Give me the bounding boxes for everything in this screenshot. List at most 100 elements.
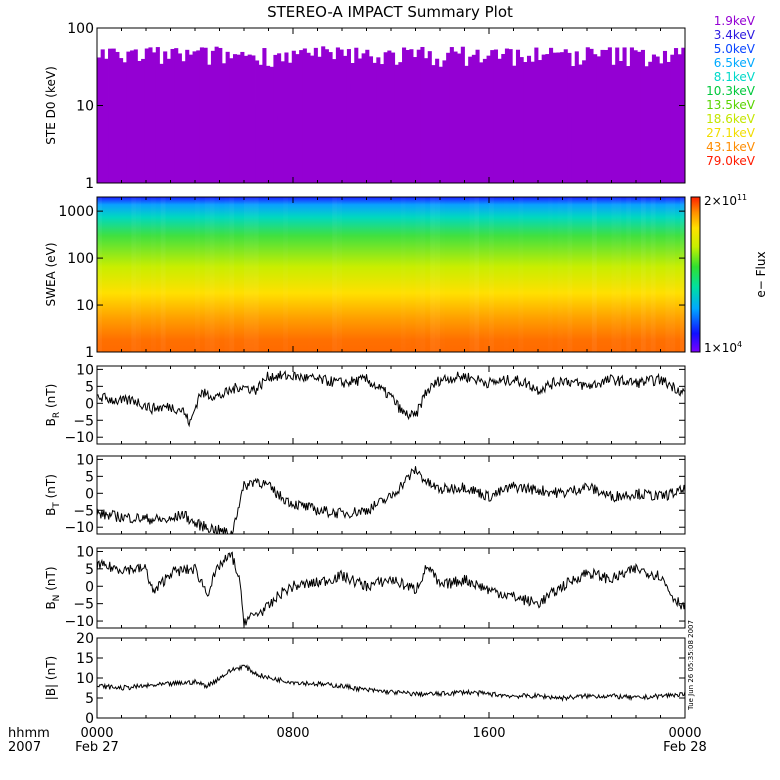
swea-yaxis: 1 10 100 1000 SWEA (eV): [44, 204, 94, 361]
ste-bar: [354, 47, 359, 183]
swea-column-shade: [640, 197, 646, 352]
ste-bar: [637, 51, 642, 183]
ste-bar: [508, 49, 513, 183]
ste-series-1.9keV: [97, 46, 685, 183]
swea-colorbar: [690, 196, 701, 353]
ste-bar: [497, 58, 502, 183]
ste-bar: [593, 54, 598, 183]
time-tick-label: 0000: [668, 726, 701, 741]
swea-column-shade: [97, 197, 102, 352]
ste-bar: [133, 49, 138, 183]
ste-bar: [464, 65, 469, 183]
ste-bar: [218, 47, 223, 183]
ste-bar: [240, 51, 245, 183]
swea-column-shade: [435, 197, 440, 352]
ste-bar: [574, 51, 579, 183]
bt-data-group: [97, 466, 685, 534]
ste-bar: [600, 49, 605, 183]
ste-bar: [361, 53, 366, 183]
ste-legend-item: 13.5keV: [706, 98, 756, 112]
ste-bar: [394, 64, 399, 183]
swea-column-shade: [591, 197, 597, 352]
swea-column-shade: [308, 197, 313, 352]
ste-bar: [453, 51, 458, 183]
time-tick-label: 0800: [276, 726, 309, 741]
ste-bar: [119, 58, 124, 183]
ste-bar: [424, 58, 429, 183]
swea-column-shade: [195, 197, 200, 352]
ste-bar: [596, 56, 601, 183]
bt-panel-frame: [96, 455, 686, 535]
ste-legend-item: 8.1keV: [714, 70, 756, 84]
ste-bar: [163, 51, 168, 183]
swea-data-group: [97, 197, 685, 352]
y-tick-label: −5: [73, 597, 94, 613]
swea-ylabel: SWEA (eV): [44, 242, 58, 306]
ste-data-group: [97, 46, 685, 183]
time-tick-label: 0000: [80, 726, 113, 741]
ste-bar: [490, 50, 495, 183]
y-tick-label: 100: [67, 21, 94, 37]
ste-bar: [188, 54, 193, 183]
ste-bar: [291, 50, 296, 183]
ste-bar: [560, 52, 565, 183]
ste-bar: [571, 66, 576, 183]
ste-bar: [365, 49, 370, 183]
swea-spectrogram: [97, 197, 685, 352]
swea-column-shade: [259, 197, 264, 352]
btot-trace: [97, 664, 685, 702]
ste-bar: [295, 54, 300, 183]
ste-bar: [258, 64, 263, 183]
ste-bar: [108, 48, 113, 183]
ste-bar: [398, 62, 403, 183]
y-tick-label: 10: [76, 452, 94, 468]
swea-column-shade: [416, 197, 421, 352]
ste-bar: [97, 57, 102, 183]
ste-bar: [255, 60, 260, 183]
ste-ylabel: STE D0 (keV): [44, 66, 58, 145]
y-tick-label: 5: [85, 379, 94, 395]
ste-bar: [640, 49, 645, 183]
time-tick-date: Feb 28: [663, 740, 707, 755]
ste-bar: [236, 54, 241, 183]
br-ylabel-subscript: R: [52, 412, 62, 418]
ste-bar: [618, 60, 623, 183]
ste-bar: [673, 48, 679, 183]
y-tick-label: 0: [85, 579, 94, 595]
ste-bar: [115, 51, 120, 183]
swea-column-shade: [504, 197, 509, 352]
panel-frames-layer: [96, 27, 701, 719]
ste-bar: [468, 56, 473, 183]
ste-bar: [317, 56, 322, 183]
ste-bar: [343, 55, 348, 183]
ste-bar: [247, 54, 252, 183]
ste-bar: [486, 55, 491, 183]
ste-bar: [611, 64, 616, 183]
ste-bar: [284, 52, 289, 183]
swea-column-shade: [670, 197, 675, 352]
ste-bar: [339, 49, 344, 183]
ste-bar: [368, 56, 374, 183]
ste-bar: [144, 48, 149, 183]
ste-bar: [515, 49, 521, 183]
ste-bar: [449, 47, 454, 183]
time-axis-label-year: 2007: [8, 740, 41, 755]
swea-column-shade: [244, 197, 249, 352]
ste-bar: [141, 58, 146, 183]
ste-bar: [460, 46, 465, 183]
ste-bar: [530, 61, 535, 183]
ste-bar: [210, 50, 216, 183]
ste-bar: [122, 62, 127, 183]
ste-bar: [427, 51, 432, 183]
ste-bar: [552, 52, 557, 183]
y-tick-label: 5: [85, 469, 94, 485]
br-ylabel-unit: (nT): [44, 384, 58, 412]
ste-bar: [582, 60, 587, 183]
ste-bar: [534, 47, 539, 183]
y-tick-label: −10: [64, 430, 94, 446]
swea-column-shade: [646, 197, 651, 352]
ste-bar: [152, 52, 157, 183]
ste-legend-item: 27.1keV: [706, 126, 756, 140]
ste-bar: [670, 54, 675, 183]
ste-bar: [402, 47, 407, 183]
